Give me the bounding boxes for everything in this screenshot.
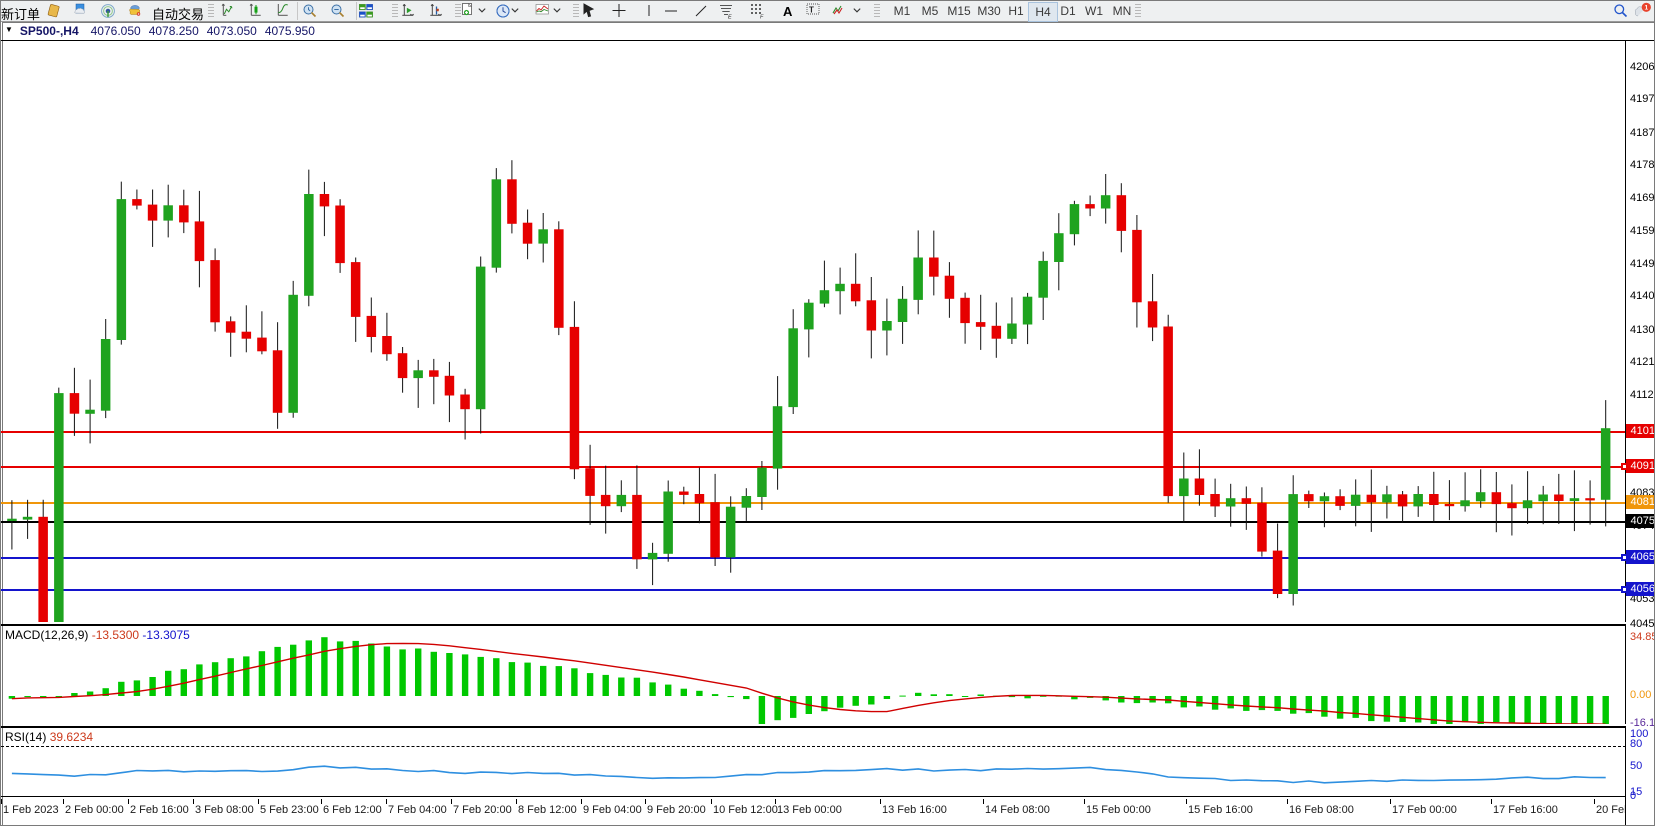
svg-text:1: 1 [1644, 5, 1648, 12]
svg-text:F: F [760, 15, 764, 20]
svg-text:T: T [809, 6, 814, 15]
svg-text:E: E [728, 15, 732, 20]
